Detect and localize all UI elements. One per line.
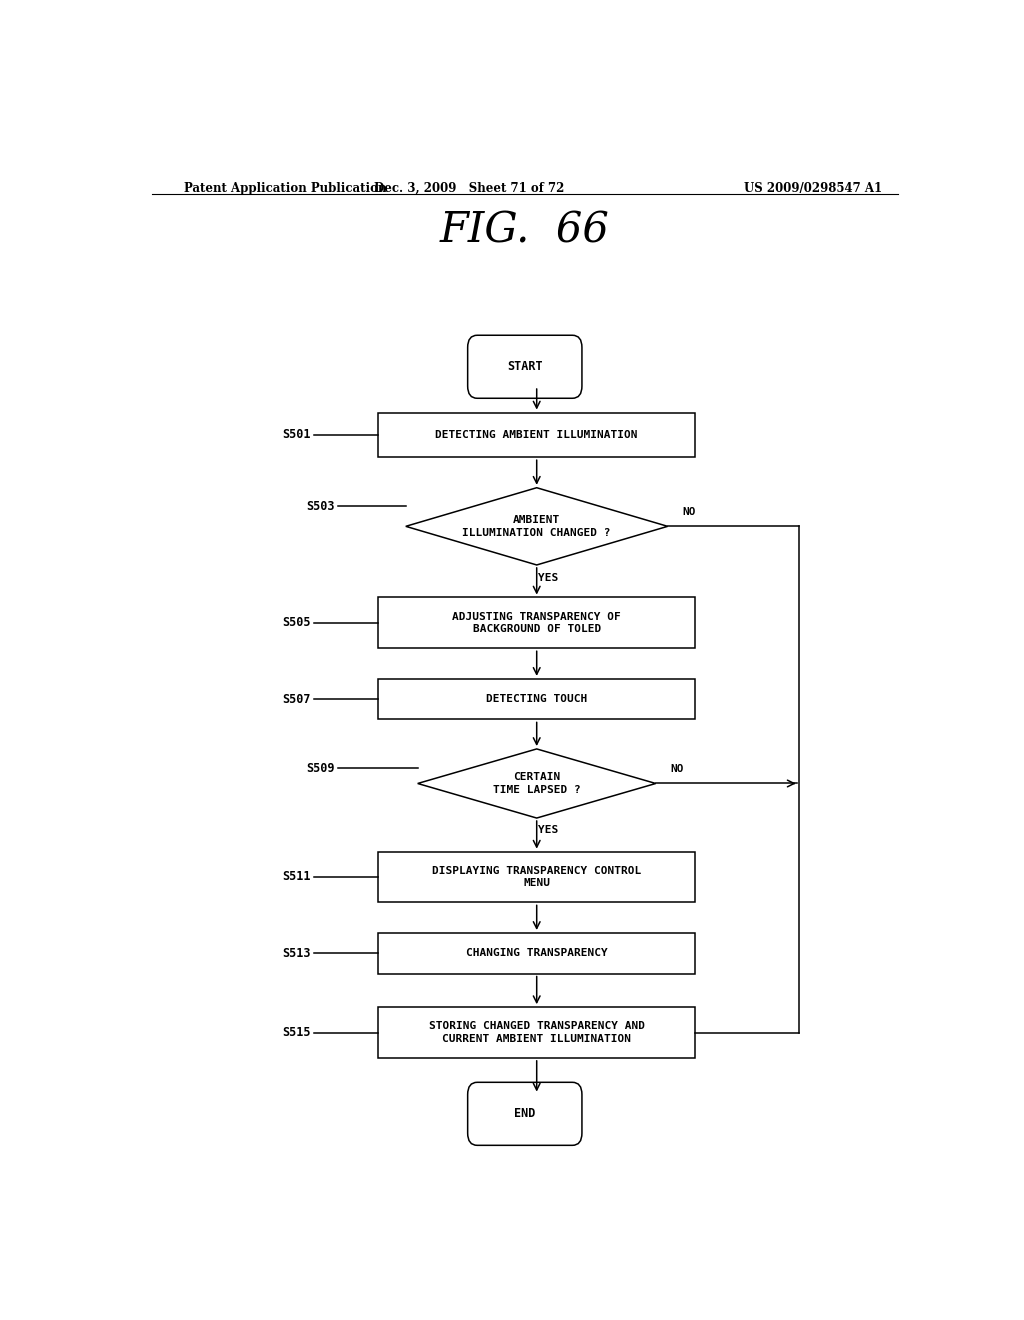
- Text: AMBIENT
ILLUMINATION CHANGED ?: AMBIENT ILLUMINATION CHANGED ?: [463, 515, 611, 537]
- FancyBboxPatch shape: [378, 933, 695, 974]
- FancyBboxPatch shape: [378, 851, 695, 903]
- FancyBboxPatch shape: [378, 598, 695, 648]
- Text: DETECTING TOUCH: DETECTING TOUCH: [486, 694, 588, 704]
- Text: FIG.  66: FIG. 66: [440, 210, 609, 251]
- Text: END: END: [514, 1107, 536, 1121]
- Text: ADJUSTING TRANSPARENCY OF
BACKGROUND OF TOLED: ADJUSTING TRANSPARENCY OF BACKGROUND OF …: [453, 611, 622, 634]
- Text: S509: S509: [306, 762, 334, 775]
- Text: YES: YES: [539, 825, 559, 836]
- Text: S511: S511: [282, 870, 310, 883]
- Text: S503: S503: [306, 499, 334, 512]
- Text: S515: S515: [282, 1026, 310, 1039]
- Text: S501: S501: [282, 429, 310, 441]
- Text: START: START: [507, 360, 543, 374]
- Text: Dec. 3, 2009   Sheet 71 of 72: Dec. 3, 2009 Sheet 71 of 72: [374, 182, 564, 195]
- Text: US 2009/0298547 A1: US 2009/0298547 A1: [743, 182, 882, 195]
- FancyBboxPatch shape: [378, 678, 695, 719]
- Text: NO: NO: [670, 764, 684, 775]
- Text: S507: S507: [282, 693, 310, 706]
- FancyBboxPatch shape: [468, 335, 582, 399]
- Text: S505: S505: [282, 616, 310, 630]
- FancyBboxPatch shape: [468, 1082, 582, 1146]
- Text: CHANGING TRANSPARENCY: CHANGING TRANSPARENCY: [466, 948, 607, 958]
- Text: DISPLAYING TRANSPARENCY CONTROL
MENU: DISPLAYING TRANSPARENCY CONTROL MENU: [432, 866, 641, 888]
- Text: NO: NO: [682, 507, 695, 517]
- Text: Patent Application Publication: Patent Application Publication: [183, 182, 386, 195]
- FancyBboxPatch shape: [378, 1007, 695, 1057]
- FancyBboxPatch shape: [378, 412, 695, 457]
- Text: CERTAIN
TIME LAPSED ?: CERTAIN TIME LAPSED ?: [493, 772, 581, 795]
- Text: STORING CHANGED TRANSPARENCY AND
CURRENT AMBIENT ILLUMINATION: STORING CHANGED TRANSPARENCY AND CURRENT…: [429, 1022, 645, 1044]
- Polygon shape: [406, 487, 668, 565]
- Text: DETECTING AMBIENT ILLUMINATION: DETECTING AMBIENT ILLUMINATION: [435, 430, 638, 440]
- Text: YES: YES: [539, 573, 559, 583]
- Text: S513: S513: [282, 946, 310, 960]
- Polygon shape: [418, 748, 655, 818]
